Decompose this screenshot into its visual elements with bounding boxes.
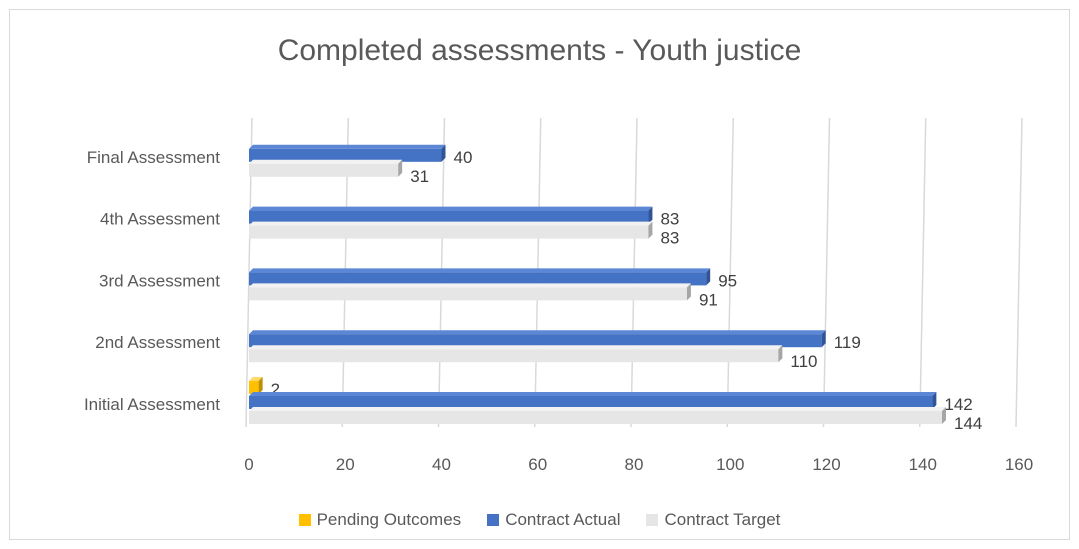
legend-item: Contract Actual — [487, 510, 620, 530]
legend-swatch — [487, 514, 500, 526]
data-label: 31 — [410, 167, 429, 186]
bar-top-face — [249, 144, 446, 149]
legend-label: Contract Actual — [505, 510, 621, 529]
bar — [249, 225, 649, 239]
data-label: 110 — [790, 352, 817, 371]
bar — [249, 349, 779, 363]
x-tick-label: 40 — [432, 455, 451, 474]
bar — [249, 272, 707, 286]
x-tick-label: 100 — [716, 455, 744, 474]
legend-item: Pending Outcomes — [298, 510, 462, 530]
x-tick-label: 80 — [625, 455, 644, 474]
bar-top-face — [249, 377, 263, 381]
legend-item: Contract Target — [646, 510, 780, 530]
data-label: 144 — [954, 414, 982, 433]
category-label: 2nd Assessment — [95, 333, 220, 352]
legend-label: Contract Target — [664, 510, 781, 529]
category-label: 3rd Assessment — [99, 271, 220, 290]
data-label: 83 — [660, 210, 679, 229]
bar-top-face — [249, 221, 653, 226]
legend-label: Pending Outcomes — [316, 510, 462, 529]
x-tick-label: 0 — [244, 455, 253, 474]
bar-end-face — [686, 283, 691, 301]
bar-end-face — [648, 221, 653, 239]
bar — [249, 210, 649, 224]
legend-swatch — [646, 514, 659, 526]
category-label: Initial Assessment — [84, 395, 220, 414]
chart-title: Completed assessments - Youth justice — [277, 34, 802, 67]
bar-top-face — [249, 330, 826, 335]
bar — [249, 396, 933, 409]
data-label: 40 — [454, 148, 473, 167]
category-label: Final Assessment — [87, 148, 220, 167]
x-tick-label: 120 — [812, 455, 840, 474]
bar-top-face — [249, 268, 711, 273]
x-tick-label: 140 — [909, 455, 937, 474]
bar-top-face — [249, 206, 653, 211]
bar-end-face — [821, 330, 826, 348]
data-label: 95 — [718, 271, 737, 290]
bar — [249, 381, 259, 394]
bar — [249, 148, 442, 162]
bar-end-face — [778, 345, 783, 363]
bar-end-face — [258, 377, 263, 394]
x-tick-label: 20 — [336, 455, 355, 474]
bar — [249, 287, 687, 301]
bar-top-face — [249, 283, 691, 288]
gridline — [726, 117, 734, 428]
bar-end-face — [441, 144, 446, 162]
data-label: 2 — [271, 380, 280, 399]
bar-end-face — [942, 407, 946, 424]
bar-end-face — [932, 392, 937, 409]
bar — [249, 411, 942, 424]
gridline — [1015, 117, 1023, 428]
bar-end-face — [648, 206, 653, 224]
legend-swatch — [298, 514, 311, 526]
bar-top-face — [249, 392, 937, 396]
data-label: 142 — [944, 395, 972, 414]
data-label: 91 — [699, 290, 718, 309]
bar-top-face — [249, 345, 783, 350]
gridline — [822, 117, 831, 428]
data-label: 119 — [834, 333, 861, 352]
x-tick-label: 60 — [528, 455, 547, 474]
bar-top-face — [249, 407, 946, 411]
bar — [249, 163, 399, 177]
bar — [249, 334, 822, 348]
chart-legend: Pending Outcomes Contract Actual Contract … — [0, 508, 1079, 532]
x-tick-label: 160 — [1005, 455, 1033, 474]
data-label: 83 — [660, 229, 679, 248]
bar-end-face — [706, 268, 711, 286]
bar-end-face — [398, 159, 403, 177]
category-label: 4th Assessment — [100, 210, 220, 229]
bar-top-face — [249, 159, 403, 164]
gridline — [919, 117, 927, 428]
